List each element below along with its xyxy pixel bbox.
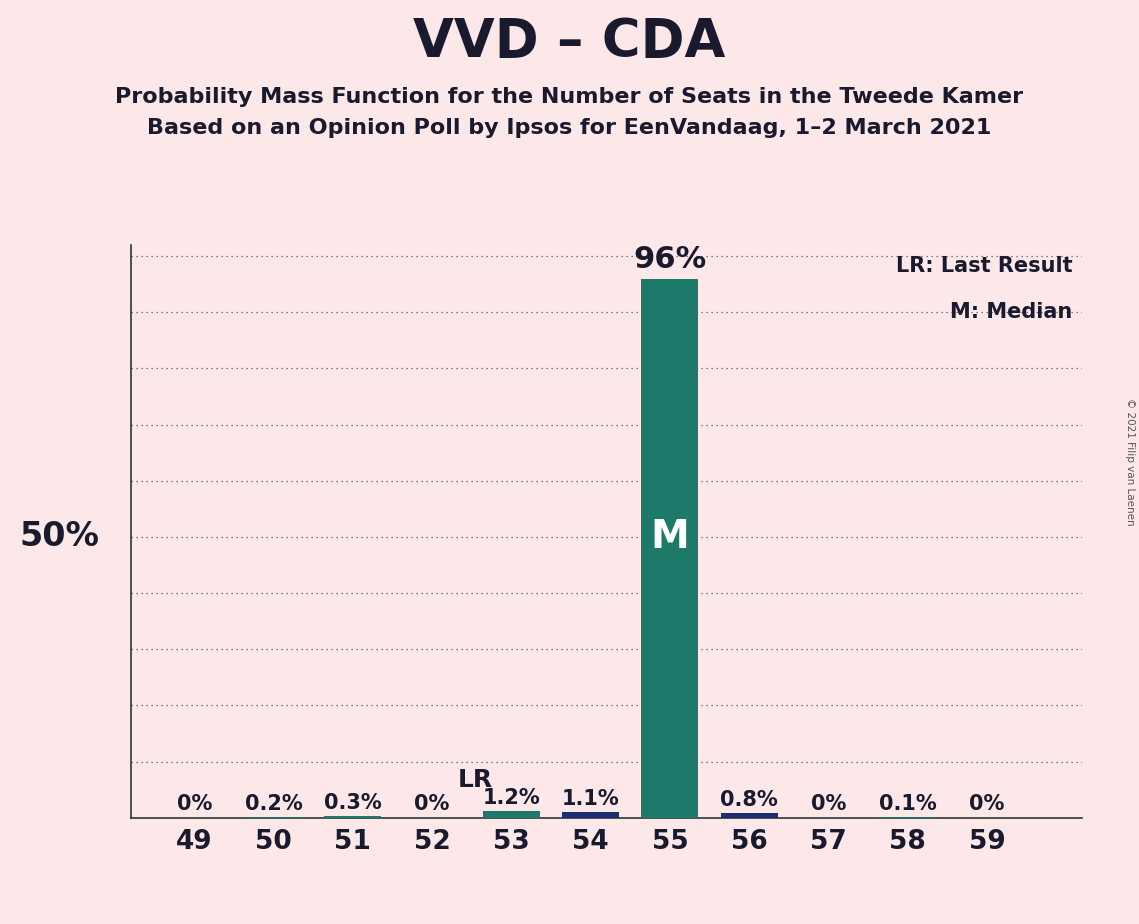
Text: M: M xyxy=(650,518,689,556)
Bar xyxy=(325,816,382,818)
Text: 0.8%: 0.8% xyxy=(720,790,778,810)
Text: M: Median: M: Median xyxy=(950,302,1073,322)
Text: 0.2%: 0.2% xyxy=(245,794,303,814)
Text: 50%: 50% xyxy=(19,520,99,553)
Text: VVD – CDA: VVD – CDA xyxy=(413,16,726,67)
Bar xyxy=(483,811,540,818)
Bar xyxy=(245,817,302,818)
Text: Probability Mass Function for the Number of Seats in the Tweede Kamer: Probability Mass Function for the Number… xyxy=(115,87,1024,107)
Text: 0%: 0% xyxy=(415,795,450,814)
Text: LR: LR xyxy=(458,769,493,793)
Bar xyxy=(563,811,620,818)
Text: 0%: 0% xyxy=(969,795,1005,814)
Text: 1.1%: 1.1% xyxy=(562,789,620,808)
Bar xyxy=(641,278,698,818)
Text: 1.2%: 1.2% xyxy=(483,788,540,808)
Text: 96%: 96% xyxy=(633,245,706,274)
Bar xyxy=(721,813,778,818)
Text: 0%: 0% xyxy=(811,795,846,814)
Text: © 2021 Filip van Laenen: © 2021 Filip van Laenen xyxy=(1125,398,1134,526)
Text: Based on an Opinion Poll by Ipsos for EenVandaag, 1–2 March 2021: Based on an Opinion Poll by Ipsos for Ee… xyxy=(147,117,992,138)
Text: 0.1%: 0.1% xyxy=(879,795,936,814)
Text: 0%: 0% xyxy=(177,795,212,814)
Text: LR: Last Result: LR: Last Result xyxy=(896,256,1073,276)
Text: 0.3%: 0.3% xyxy=(323,793,382,813)
